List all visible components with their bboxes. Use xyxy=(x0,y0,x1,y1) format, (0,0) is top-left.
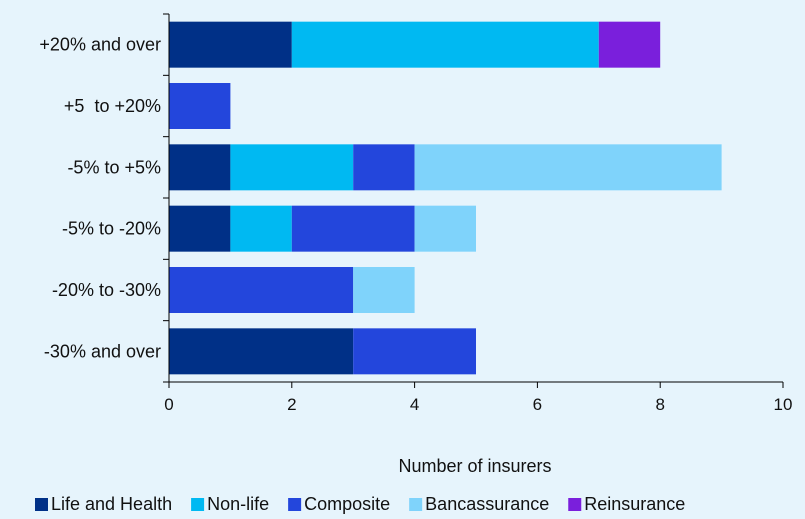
category-label: -20% to -30% xyxy=(52,280,161,300)
legend: Life and Health Non-life Composite Bancassu… xyxy=(35,494,685,514)
axes-layer xyxy=(163,13,784,388)
bar-segment xyxy=(169,144,231,191)
bar-segment xyxy=(414,205,476,252)
category-label: -5% to -20% xyxy=(62,219,161,239)
bar-segment xyxy=(414,144,722,191)
bar-segment xyxy=(169,205,231,252)
legend-swatch xyxy=(568,498,582,511)
category-labels: +20% and over +5 to +20% -5% to +5% -5% to … xyxy=(39,35,161,362)
x-tick-label: 10 xyxy=(774,395,793,414)
bar-segment xyxy=(169,267,354,313)
legend-label: Composite xyxy=(304,494,390,514)
x-tick-label: 2 xyxy=(287,395,296,414)
legend-swatch xyxy=(35,498,48,511)
category-label: +20% and over xyxy=(39,35,161,55)
legend-swatch xyxy=(191,498,205,511)
x-axis-title: Number of insurers xyxy=(398,456,551,476)
category-label: -5% to +5% xyxy=(67,157,161,177)
bar-segment xyxy=(598,21,661,68)
legend-label: Non-life xyxy=(207,494,269,514)
legend-swatch xyxy=(288,498,302,511)
x-tick-label: 6 xyxy=(533,395,542,414)
bar-segment xyxy=(291,21,599,68)
legend-label: Life and Health xyxy=(51,494,172,514)
bar-segment xyxy=(353,267,415,313)
bar-segment xyxy=(230,205,292,252)
bar-segment xyxy=(169,83,231,129)
bars-layer xyxy=(169,21,722,375)
bar-segment xyxy=(353,328,476,375)
bar-segment xyxy=(169,328,354,375)
x-tick-labels: 0 2 4 6 8 10 xyxy=(164,395,792,414)
x-tick-label: 4 xyxy=(410,395,419,414)
x-tick-label: 0 xyxy=(164,395,173,414)
bar-segment xyxy=(169,21,292,68)
category-label: +5 to +20% xyxy=(64,96,161,116)
bar-segment xyxy=(230,144,354,191)
legend-label: Bancassurance xyxy=(425,494,549,514)
bar-segment xyxy=(353,144,415,191)
x-tick-label: 8 xyxy=(655,395,664,414)
bar-segment xyxy=(291,205,415,252)
category-label: -30% and over xyxy=(44,341,161,361)
legend-label: Reinsurance xyxy=(584,494,685,514)
legend-swatch xyxy=(409,498,423,511)
